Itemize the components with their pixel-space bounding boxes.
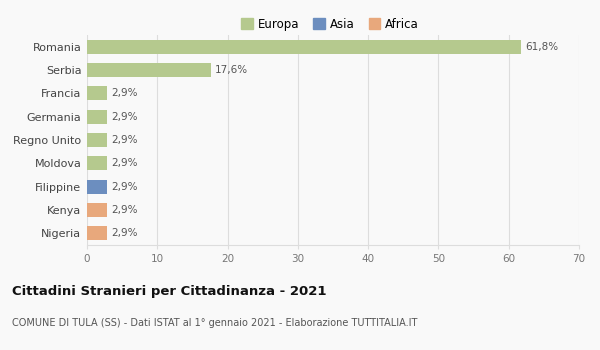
Text: COMUNE DI TULA (SS) - Dati ISTAT al 1° gennaio 2021 - Elaborazione TUTTITALIA.IT: COMUNE DI TULA (SS) - Dati ISTAT al 1° g…	[12, 318, 418, 329]
Text: 2,9%: 2,9%	[112, 228, 138, 238]
Bar	[87, 226, 107, 240]
Text: 2,9%: 2,9%	[112, 205, 138, 215]
Bar	[87, 63, 211, 77]
Bar	[87, 86, 107, 100]
Legend: Europa, Asia, Africa: Europa, Asia, Africa	[236, 13, 424, 35]
Text: 2,9%: 2,9%	[112, 135, 138, 145]
Bar	[87, 110, 107, 124]
Text: 61,8%: 61,8%	[526, 42, 559, 52]
Bar	[87, 156, 107, 170]
Text: 17,6%: 17,6%	[215, 65, 248, 75]
Text: 2,9%: 2,9%	[112, 88, 138, 98]
Text: 2,9%: 2,9%	[112, 182, 138, 192]
Text: 2,9%: 2,9%	[112, 112, 138, 122]
Bar	[87, 203, 107, 217]
Bar	[87, 133, 107, 147]
Text: Cittadini Stranieri per Cittadinanza - 2021: Cittadini Stranieri per Cittadinanza - 2…	[12, 285, 326, 298]
Bar	[87, 40, 521, 54]
Bar	[87, 180, 107, 194]
Text: 2,9%: 2,9%	[112, 158, 138, 168]
